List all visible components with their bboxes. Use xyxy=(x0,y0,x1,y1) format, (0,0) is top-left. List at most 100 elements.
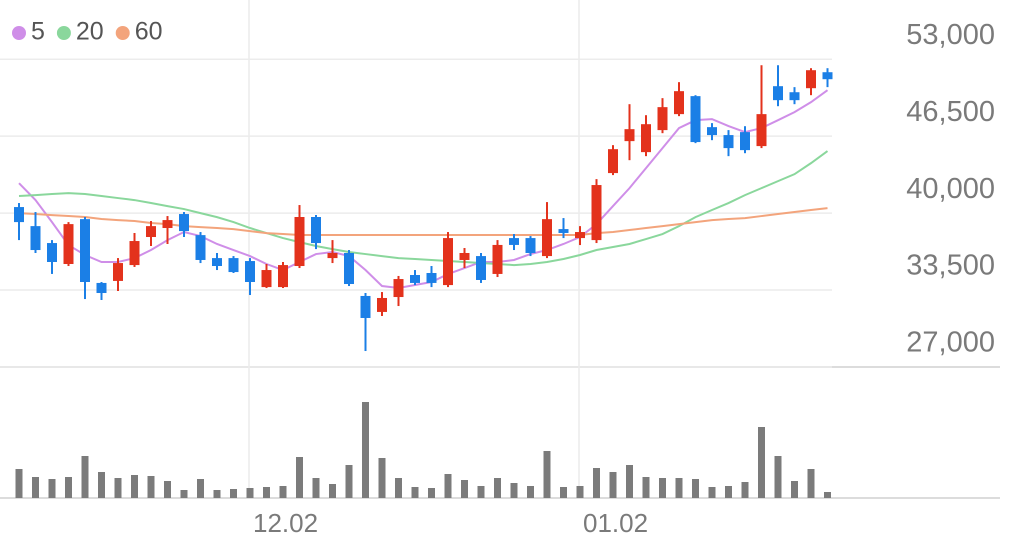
volume-bar xyxy=(626,465,633,498)
volume-bar xyxy=(609,472,617,498)
candle-body xyxy=(723,135,734,149)
candle-body xyxy=(228,258,239,273)
candle-body xyxy=(492,244,503,274)
candle-body xyxy=(179,214,189,232)
volume-bar xyxy=(824,492,831,498)
legend-label: 5 xyxy=(31,18,45,46)
volume-bar xyxy=(527,486,534,498)
volume-bar xyxy=(395,478,402,498)
candle-body xyxy=(377,297,387,312)
y-tick-label: 33,500 xyxy=(906,250,995,282)
y-tick-label: 46,500 xyxy=(906,96,995,128)
volume-bar xyxy=(494,478,501,498)
legend-swatch xyxy=(115,26,130,40)
candle-body xyxy=(261,270,272,288)
volume-bar xyxy=(675,478,683,498)
volume-bar xyxy=(180,490,188,498)
candle-body xyxy=(195,235,206,260)
candle-body xyxy=(459,252,470,260)
moving-average-line xyxy=(18,207,828,236)
candle-body xyxy=(327,252,338,259)
volume-bar xyxy=(461,480,468,498)
volume-bar xyxy=(807,469,815,498)
volume-bar xyxy=(329,484,336,498)
volume-bar xyxy=(659,478,666,498)
volume-bar xyxy=(576,486,584,498)
x-tick-label: 12.02 xyxy=(253,508,318,538)
volume-bar xyxy=(98,472,105,498)
volume-bar xyxy=(147,476,155,498)
candle-body xyxy=(773,86,783,101)
volume-bar xyxy=(477,486,485,498)
candle-body xyxy=(674,91,684,115)
volume-bar xyxy=(131,475,138,498)
volume-bar xyxy=(279,486,287,498)
candle-body xyxy=(393,279,404,298)
volume-bar xyxy=(741,482,749,498)
candle-body xyxy=(641,124,651,153)
volume-bar xyxy=(263,487,270,498)
candle-body xyxy=(789,92,800,101)
candle-body xyxy=(47,243,57,262)
candle-body xyxy=(80,219,90,282)
volume-bar xyxy=(114,478,122,498)
volume-bar xyxy=(213,490,221,498)
candle-body xyxy=(443,238,453,286)
candle-body xyxy=(657,107,668,131)
volume-bar xyxy=(164,481,171,498)
volume-bar xyxy=(345,465,353,498)
candle-body xyxy=(96,282,107,294)
candle-body xyxy=(707,127,717,136)
legend-label: 60 xyxy=(135,18,163,46)
candle-body xyxy=(591,185,602,241)
candle-body xyxy=(360,295,371,318)
volume-bar xyxy=(81,456,89,498)
candle-body xyxy=(558,229,569,233)
candle-body xyxy=(575,232,585,239)
candle-body xyxy=(542,219,552,257)
volume-bar xyxy=(543,451,551,498)
volume-bar xyxy=(362,402,369,498)
y-tick-label: 53,000 xyxy=(906,19,995,51)
candle-body xyxy=(690,96,701,143)
volume-bar xyxy=(312,478,320,498)
volume-bar xyxy=(692,479,699,498)
candle-body xyxy=(509,238,519,245)
volume-bar xyxy=(510,483,518,498)
candle-body xyxy=(146,226,156,238)
volume-bar xyxy=(725,486,732,498)
candle-body xyxy=(294,217,305,267)
moving-average-line xyxy=(18,150,829,267)
candle-body xyxy=(756,114,767,147)
volume-bar xyxy=(197,479,204,498)
volume-bar xyxy=(593,468,600,498)
candle-body xyxy=(525,238,536,253)
moving-average-line xyxy=(18,89,829,290)
candle-body xyxy=(212,258,222,267)
volume-bar xyxy=(428,488,435,498)
candle-body xyxy=(129,241,140,266)
volume-bar xyxy=(246,488,254,498)
candle-body xyxy=(63,224,74,265)
x-tick-label: 01.02 xyxy=(583,508,648,538)
candle-body xyxy=(278,265,288,288)
volume-bar xyxy=(560,487,567,498)
legend-label: 20 xyxy=(76,18,104,46)
volume-bar xyxy=(378,458,386,498)
candle-body xyxy=(245,261,255,282)
y-tick-label: 40,000 xyxy=(906,173,995,205)
volume-bar xyxy=(65,477,72,498)
candle-body xyxy=(822,72,833,80)
y-tick-label: 27,000 xyxy=(906,327,995,359)
volume-bar xyxy=(15,469,23,498)
candle-body xyxy=(740,132,750,151)
volume-bar xyxy=(708,487,716,498)
candle-body xyxy=(608,149,618,174)
volume-bar xyxy=(230,489,237,498)
volume-bar xyxy=(774,456,782,498)
candle-body xyxy=(410,275,420,283)
candle-body xyxy=(624,129,635,142)
candle-body xyxy=(311,217,321,244)
candle-body xyxy=(30,226,41,251)
